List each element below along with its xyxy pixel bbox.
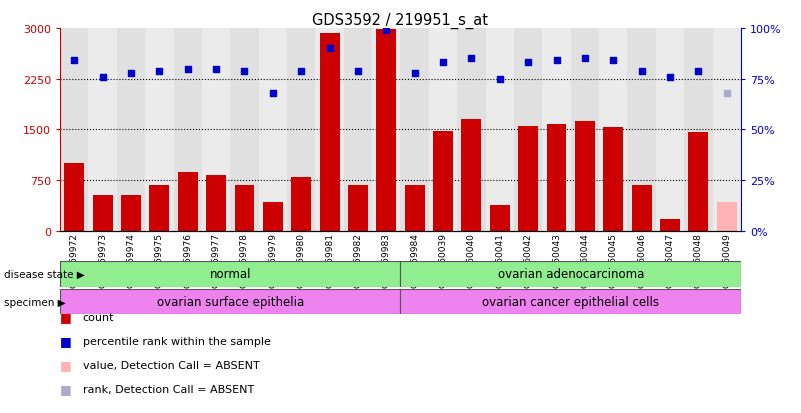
Bar xyxy=(405,185,425,231)
Bar xyxy=(174,29,202,231)
Bar xyxy=(372,29,400,231)
Point xyxy=(96,74,109,81)
Text: ovarian adenocarcinoma: ovarian adenocarcinoma xyxy=(497,268,644,281)
Bar xyxy=(121,195,141,231)
Point xyxy=(493,76,506,83)
Point xyxy=(521,60,534,66)
Bar xyxy=(660,219,680,231)
Text: ovarian cancer epithelial cells: ovarian cancer epithelial cells xyxy=(482,295,659,309)
Text: disease state ▶: disease state ▶ xyxy=(4,269,85,279)
Bar xyxy=(376,30,396,231)
Bar xyxy=(259,29,287,231)
Bar xyxy=(603,127,623,231)
Point xyxy=(352,68,364,75)
Point xyxy=(409,70,421,77)
Bar xyxy=(145,29,174,231)
Point xyxy=(437,60,449,66)
Bar xyxy=(656,29,684,231)
Point xyxy=(465,56,478,63)
Bar xyxy=(485,29,514,231)
Bar xyxy=(632,185,651,231)
Bar xyxy=(88,29,117,231)
Bar xyxy=(627,29,656,231)
Point xyxy=(68,58,81,64)
Bar xyxy=(202,29,231,231)
Bar xyxy=(713,29,741,231)
Bar xyxy=(150,185,169,231)
Point xyxy=(380,28,392,34)
Point xyxy=(295,68,308,75)
Bar xyxy=(292,177,311,231)
Bar xyxy=(117,29,145,231)
Bar xyxy=(717,203,737,231)
Point xyxy=(720,90,733,97)
Point xyxy=(267,90,280,97)
Bar xyxy=(344,29,372,231)
Bar xyxy=(575,122,595,231)
Point xyxy=(210,66,223,73)
Bar xyxy=(400,289,741,315)
Bar xyxy=(490,206,509,231)
Text: ■: ■ xyxy=(60,310,72,323)
Bar xyxy=(178,173,198,231)
Bar xyxy=(457,29,485,231)
Bar xyxy=(461,120,481,231)
Bar xyxy=(518,127,538,231)
Text: rank, Detection Call = ABSENT: rank, Detection Call = ABSENT xyxy=(83,384,254,394)
Bar xyxy=(263,203,283,231)
Text: ■: ■ xyxy=(60,358,72,371)
Bar xyxy=(599,29,627,231)
Bar xyxy=(231,29,259,231)
Bar xyxy=(433,131,453,231)
Text: specimen ▶: specimen ▶ xyxy=(4,297,66,307)
Text: count: count xyxy=(83,312,114,322)
Text: normal: normal xyxy=(210,268,251,281)
Text: ■: ■ xyxy=(60,382,72,395)
Point xyxy=(181,66,194,73)
Text: ■: ■ xyxy=(60,334,72,347)
Point xyxy=(578,56,591,63)
Bar xyxy=(60,261,400,287)
Title: GDS3592 / 219951_s_at: GDS3592 / 219951_s_at xyxy=(312,13,489,29)
Bar xyxy=(542,29,570,231)
Bar xyxy=(570,29,599,231)
Bar xyxy=(287,29,316,231)
Bar xyxy=(60,289,400,315)
Bar xyxy=(514,29,542,231)
Text: value, Detection Call = ABSENT: value, Detection Call = ABSENT xyxy=(83,360,260,370)
Bar xyxy=(320,33,340,231)
Text: percentile rank within the sample: percentile rank within the sample xyxy=(83,336,271,346)
Point xyxy=(692,68,705,75)
Point xyxy=(635,68,648,75)
Bar xyxy=(688,133,708,231)
Bar xyxy=(93,195,113,231)
Bar xyxy=(206,175,226,231)
Bar xyxy=(546,125,566,231)
Bar xyxy=(429,29,457,231)
Bar xyxy=(400,29,429,231)
Point xyxy=(550,58,563,64)
Point xyxy=(663,74,676,81)
Bar xyxy=(684,29,713,231)
Bar xyxy=(316,29,344,231)
Bar xyxy=(400,261,741,287)
Bar xyxy=(348,185,368,231)
Point xyxy=(238,68,251,75)
Bar xyxy=(60,29,88,231)
Point xyxy=(153,68,166,75)
Point xyxy=(607,58,620,64)
Text: ovarian surface epithelia: ovarian surface epithelia xyxy=(157,295,304,309)
Bar xyxy=(64,164,84,231)
Bar xyxy=(235,185,255,231)
Point xyxy=(125,70,138,77)
Point xyxy=(323,46,336,52)
